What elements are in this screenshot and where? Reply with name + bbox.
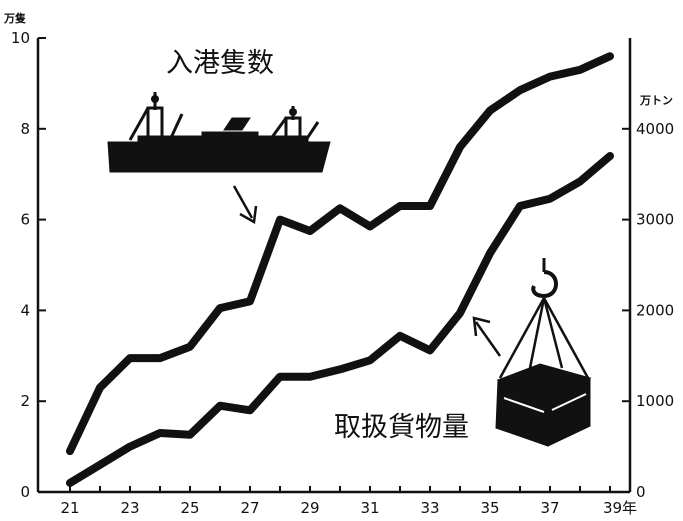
right-tick-label: 1000	[636, 392, 674, 410]
left-tick-label: 8	[20, 120, 30, 138]
ship-illustration	[107, 92, 331, 173]
x-tick-label: 37	[540, 499, 559, 517]
right-tick-label: 3000	[636, 211, 674, 229]
x-tick-label: 35	[480, 499, 499, 517]
right-axis-unit: 万トン	[639, 94, 673, 107]
x-tick-label: 29	[300, 499, 319, 517]
tick-marks	[38, 37, 630, 493]
series-line-cargo	[66, 152, 614, 487]
left-axis-unit: 万隻	[3, 11, 26, 25]
x-tick-label: 25	[180, 499, 199, 517]
series-label-ships: 入港隻数	[166, 48, 274, 79]
left-tick-label: 2	[20, 392, 30, 410]
right-tick-label: 0	[636, 483, 646, 501]
left-tick-label: 6	[20, 211, 30, 229]
x-tick-label: 31	[360, 499, 379, 517]
right-tick-label: 4000	[636, 120, 674, 138]
series-line-ships	[66, 52, 614, 456]
right-tick-label: 2000	[636, 301, 674, 319]
x-tick-label: 23	[120, 499, 139, 517]
left-tick-label: 0	[20, 483, 30, 501]
cargo-crate-illustration	[495, 258, 592, 447]
arrow-cargo	[472, 316, 502, 357]
left-tick-label: 4	[20, 301, 30, 319]
x-tick-label: 39年	[603, 499, 637, 517]
x-tick-label: 27	[240, 499, 259, 517]
x-tick-label: 33	[420, 499, 439, 517]
series-label-cargo: 取扱貨物量	[334, 412, 469, 443]
x-tick-label: 21	[60, 499, 79, 517]
arrow-ship	[232, 185, 258, 225]
tick-labels: 0 2 4 6 8 10 0 1000 2000 3000 4000 21 23 25 27 29 31 33 35…	[11, 29, 674, 517]
left-tick-label: 10	[11, 29, 30, 47]
